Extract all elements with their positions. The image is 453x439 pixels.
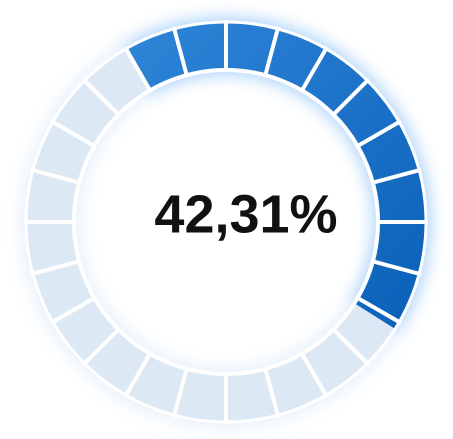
outer-edge: [24, 20, 428, 424]
segment-divider: [50, 119, 98, 149]
inner-edge: [72, 68, 380, 376]
segment-divider: [81, 326, 122, 367]
progress-label: 42,31%: [154, 184, 337, 244]
separators: [24, 20, 428, 424]
segment-divider: [262, 366, 281, 418]
segment-divider: [262, 26, 281, 78]
segment-divider: [171, 366, 190, 418]
segment-divider: [123, 350, 153, 398]
segment-divider: [30, 167, 82, 186]
segment-divider: [354, 295, 402, 325]
segment-divider: [370, 258, 422, 277]
segment-divider: [30, 258, 82, 277]
segment-divider: [171, 26, 190, 78]
segment-divider: [330, 326, 371, 367]
segment-divider: [299, 350, 329, 398]
segment-divider: [299, 46, 329, 94]
segment-divider: [81, 77, 122, 118]
segment-divider: [354, 119, 402, 149]
segment-divider: [370, 167, 422, 186]
fill: [126, 22, 426, 329]
segment-divider: [330, 77, 371, 118]
progress-arc: [126, 22, 426, 329]
segment-divider: [50, 295, 98, 325]
segment-divider: [123, 46, 153, 94]
